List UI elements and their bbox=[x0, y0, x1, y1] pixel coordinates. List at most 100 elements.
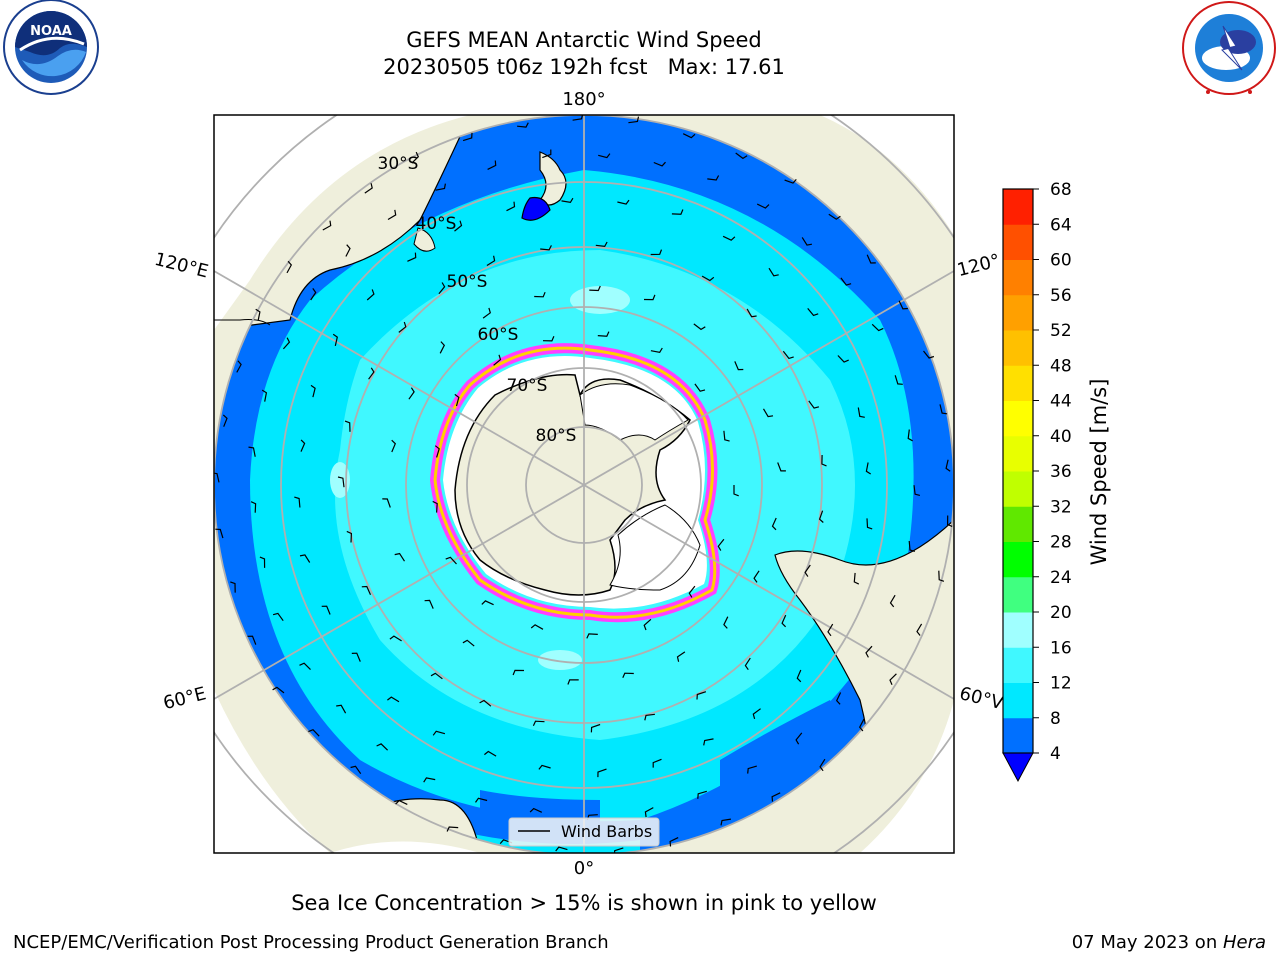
wind-barb bbox=[532, 720, 545, 726]
wind-barb bbox=[361, 585, 372, 595]
lon-label-180: 180° bbox=[562, 89, 605, 110]
wind-barb bbox=[411, 151, 420, 164]
wind-barb bbox=[434, 445, 440, 458]
wind-barb bbox=[368, 367, 375, 380]
colorbar-segment bbox=[1003, 400, 1033, 437]
wind-barb bbox=[250, 501, 257, 513]
wind-barb bbox=[299, 662, 311, 671]
wind-barb bbox=[688, 585, 696, 598]
wind-barb bbox=[622, 672, 634, 678]
wind-barb bbox=[653, 161, 666, 167]
wind-barb bbox=[747, 765, 757, 774]
colorbar-label: Wind Speed [m/s] bbox=[1087, 379, 1111, 566]
noaa-logo: NOAA bbox=[3, 0, 99, 95]
lat-label-70s: 70°S bbox=[507, 376, 548, 396]
wind-barb bbox=[376, 743, 389, 751]
wind-barb bbox=[529, 807, 543, 813]
wind-barb bbox=[908, 540, 915, 552]
wind-barb bbox=[753, 570, 760, 583]
wind-barb bbox=[840, 277, 852, 286]
wind-barb bbox=[387, 209, 397, 221]
wind-barb bbox=[286, 260, 293, 274]
wind-barb bbox=[595, 241, 608, 248]
wind-barb bbox=[247, 635, 257, 645]
wind-barb bbox=[837, 355, 849, 363]
wind-barb bbox=[272, 612, 284, 622]
wind-barb bbox=[865, 645, 873, 658]
wind-barb bbox=[282, 337, 291, 350]
wind-barb bbox=[650, 249, 663, 256]
footer-date: 07 May 2023 on Hera bbox=[1072, 932, 1266, 953]
colorbar-segment bbox=[1003, 259, 1033, 296]
colorbar-segment bbox=[1003, 330, 1033, 366]
colorbar-tick-label: 32 bbox=[1050, 497, 1072, 517]
wind-barb bbox=[408, 387, 415, 400]
wind-barb bbox=[493, 354, 502, 366]
wind-barb bbox=[486, 255, 496, 267]
wind-barb bbox=[913, 485, 921, 496]
wind-barb bbox=[542, 336, 555, 342]
wind-barb bbox=[644, 713, 655, 721]
wind-barb bbox=[542, 149, 552, 159]
wind-barb bbox=[407, 252, 417, 262]
wind-barb bbox=[703, 738, 714, 746]
colorbar-segment bbox=[1003, 435, 1033, 472]
colorbar-segment bbox=[1003, 647, 1033, 683]
wind-barb bbox=[782, 350, 794, 360]
wind-barb bbox=[454, 220, 463, 232]
wind-barb bbox=[506, 201, 516, 212]
colorbar-tick-label: 12 bbox=[1050, 674, 1072, 694]
wind-barb bbox=[857, 407, 865, 418]
wind-barb bbox=[644, 807, 654, 818]
wind-barb bbox=[350, 765, 362, 775]
wind-barb bbox=[682, 133, 696, 139]
colorbar-tick-label: 28 bbox=[1050, 533, 1072, 553]
colorbar-tick-label: 64 bbox=[1050, 215, 1072, 235]
colorbar-segment bbox=[1003, 612, 1033, 648]
wind-barb bbox=[248, 446, 256, 457]
wind-barb bbox=[694, 383, 706, 392]
wind-barb bbox=[795, 732, 803, 745]
lon-label-0: 0° bbox=[574, 858, 594, 879]
wind-barb bbox=[332, 333, 338, 347]
wind-barb bbox=[214, 472, 220, 483]
wind-barb bbox=[907, 429, 913, 442]
wind-barb bbox=[484, 750, 497, 757]
colorbar-tick-label: 48 bbox=[1050, 356, 1072, 376]
wind-barb bbox=[768, 267, 779, 277]
wind-barb bbox=[438, 282, 446, 295]
wind-barb bbox=[310, 384, 316, 398]
wind-barb bbox=[946, 515, 953, 527]
wind-barb bbox=[517, 122, 529, 128]
wind-barb bbox=[567, 679, 579, 685]
wind-barb bbox=[671, 209, 684, 215]
sea-ice-caption: Sea Ice Concentration > 15% is shown in … bbox=[291, 891, 877, 915]
wind-barb bbox=[432, 730, 446, 736]
colorbar-tick-label: 56 bbox=[1050, 286, 1072, 306]
wind-barb bbox=[871, 323, 884, 332]
colorbar-segment bbox=[1003, 541, 1033, 578]
colorbar-segment bbox=[1003, 576, 1033, 613]
wind-barb bbox=[818, 510, 824, 523]
wind-barb bbox=[389, 635, 402, 642]
wind-barb bbox=[916, 623, 923, 636]
footer-credit: NCEP/EMC/Verification Post Processing Pr… bbox=[13, 932, 609, 953]
colorbar-tick-label: 36 bbox=[1050, 462, 1072, 482]
wind-barb bbox=[650, 347, 663, 353]
wind-barb bbox=[746, 308, 757, 318]
colorbar-tick-label: 20 bbox=[1050, 603, 1072, 623]
wind-barb bbox=[430, 672, 443, 680]
wind-barb bbox=[346, 530, 353, 543]
wind-barb bbox=[693, 323, 706, 331]
wind-barb bbox=[821, 454, 827, 467]
wind-barb bbox=[540, 245, 552, 251]
wind-barb bbox=[344, 420, 351, 432]
wind-barb bbox=[423, 777, 436, 783]
wind-barb bbox=[597, 331, 610, 337]
wind-barb bbox=[382, 498, 391, 508]
map-legend: Wind Barbs bbox=[508, 817, 660, 847]
wind-barb bbox=[707, 175, 720, 181]
wind-barb bbox=[752, 708, 761, 720]
wind-barb bbox=[643, 618, 652, 631]
